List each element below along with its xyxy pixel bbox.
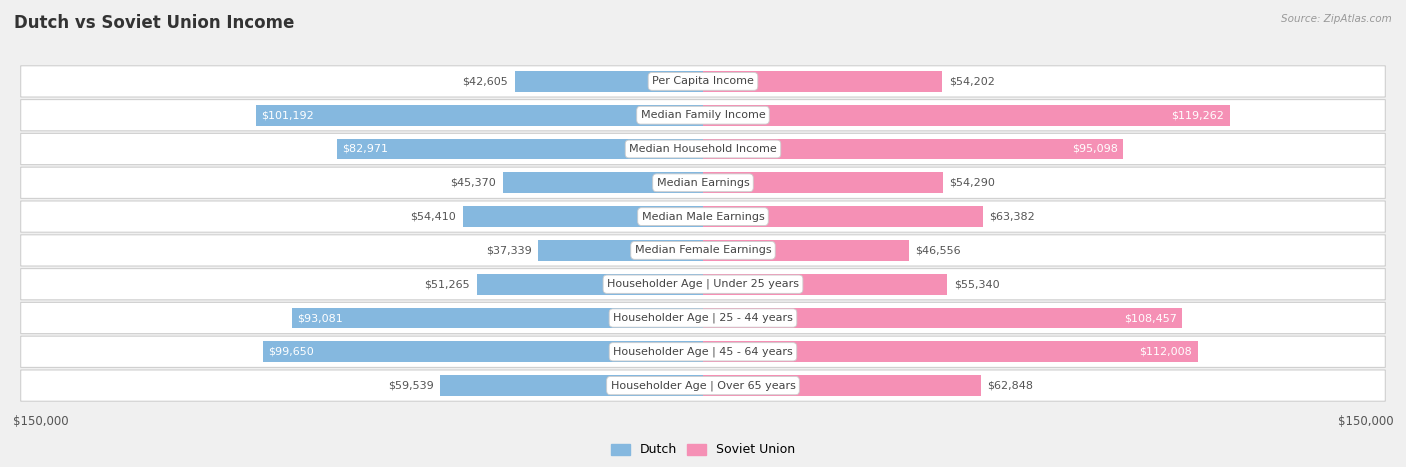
Text: $54,290: $54,290 xyxy=(949,178,995,188)
FancyBboxPatch shape xyxy=(21,201,1385,232)
FancyBboxPatch shape xyxy=(21,66,1385,97)
Bar xyxy=(703,341,1198,362)
Text: $119,262: $119,262 xyxy=(1171,110,1225,120)
FancyBboxPatch shape xyxy=(21,235,1385,266)
FancyBboxPatch shape xyxy=(21,134,1385,164)
Text: $99,650: $99,650 xyxy=(269,347,314,357)
Text: $63,382: $63,382 xyxy=(990,212,1035,222)
Bar xyxy=(440,375,703,396)
Text: Median Earnings: Median Earnings xyxy=(657,178,749,188)
Bar xyxy=(703,172,943,193)
Bar xyxy=(703,308,1182,328)
FancyBboxPatch shape xyxy=(21,167,1385,198)
Bar xyxy=(703,105,1230,126)
Text: $59,539: $59,539 xyxy=(388,381,433,390)
Text: Median Male Earnings: Median Male Earnings xyxy=(641,212,765,222)
Bar xyxy=(502,172,703,193)
Text: $82,971: $82,971 xyxy=(342,144,388,154)
Bar xyxy=(703,240,908,261)
Text: Dutch vs Soviet Union Income: Dutch vs Soviet Union Income xyxy=(14,14,294,32)
Text: Householder Age | Under 25 years: Householder Age | Under 25 years xyxy=(607,279,799,290)
FancyBboxPatch shape xyxy=(21,336,1385,368)
Text: $101,192: $101,192 xyxy=(262,110,314,120)
Bar xyxy=(256,105,703,126)
Text: $95,098: $95,098 xyxy=(1071,144,1118,154)
Bar xyxy=(292,308,703,328)
Bar xyxy=(515,71,703,92)
Text: $42,605: $42,605 xyxy=(463,77,508,86)
FancyBboxPatch shape xyxy=(21,269,1385,300)
Legend: Dutch, Soviet Union: Dutch, Soviet Union xyxy=(606,439,800,461)
Text: Per Capita Income: Per Capita Income xyxy=(652,77,754,86)
FancyBboxPatch shape xyxy=(21,370,1385,401)
Bar xyxy=(336,139,703,159)
Text: Median Female Earnings: Median Female Earnings xyxy=(634,245,772,255)
Text: Source: ZipAtlas.com: Source: ZipAtlas.com xyxy=(1281,14,1392,24)
Bar xyxy=(703,274,948,295)
Text: Householder Age | 25 - 44 years: Householder Age | 25 - 44 years xyxy=(613,313,793,323)
Text: $51,265: $51,265 xyxy=(425,279,470,289)
Bar xyxy=(703,71,942,92)
Bar xyxy=(463,206,703,227)
Text: Median Family Income: Median Family Income xyxy=(641,110,765,120)
Bar xyxy=(263,341,703,362)
Text: $46,556: $46,556 xyxy=(915,245,960,255)
Text: Householder Age | Over 65 years: Householder Age | Over 65 years xyxy=(610,380,796,391)
FancyBboxPatch shape xyxy=(21,99,1385,131)
Bar xyxy=(703,139,1123,159)
Text: $112,008: $112,008 xyxy=(1140,347,1192,357)
Text: $55,340: $55,340 xyxy=(955,279,1000,289)
Text: $93,081: $93,081 xyxy=(297,313,343,323)
Text: $45,370: $45,370 xyxy=(450,178,496,188)
Text: $62,848: $62,848 xyxy=(987,381,1033,390)
Text: $54,410: $54,410 xyxy=(411,212,456,222)
Text: Householder Age | 45 - 64 years: Householder Age | 45 - 64 years xyxy=(613,347,793,357)
FancyBboxPatch shape xyxy=(21,303,1385,333)
Bar xyxy=(703,206,983,227)
Text: Median Household Income: Median Household Income xyxy=(628,144,778,154)
Text: $37,339: $37,339 xyxy=(485,245,531,255)
Text: $54,202: $54,202 xyxy=(949,77,995,86)
Bar xyxy=(538,240,703,261)
Bar xyxy=(703,375,980,396)
Text: $108,457: $108,457 xyxy=(1123,313,1177,323)
Bar xyxy=(477,274,703,295)
